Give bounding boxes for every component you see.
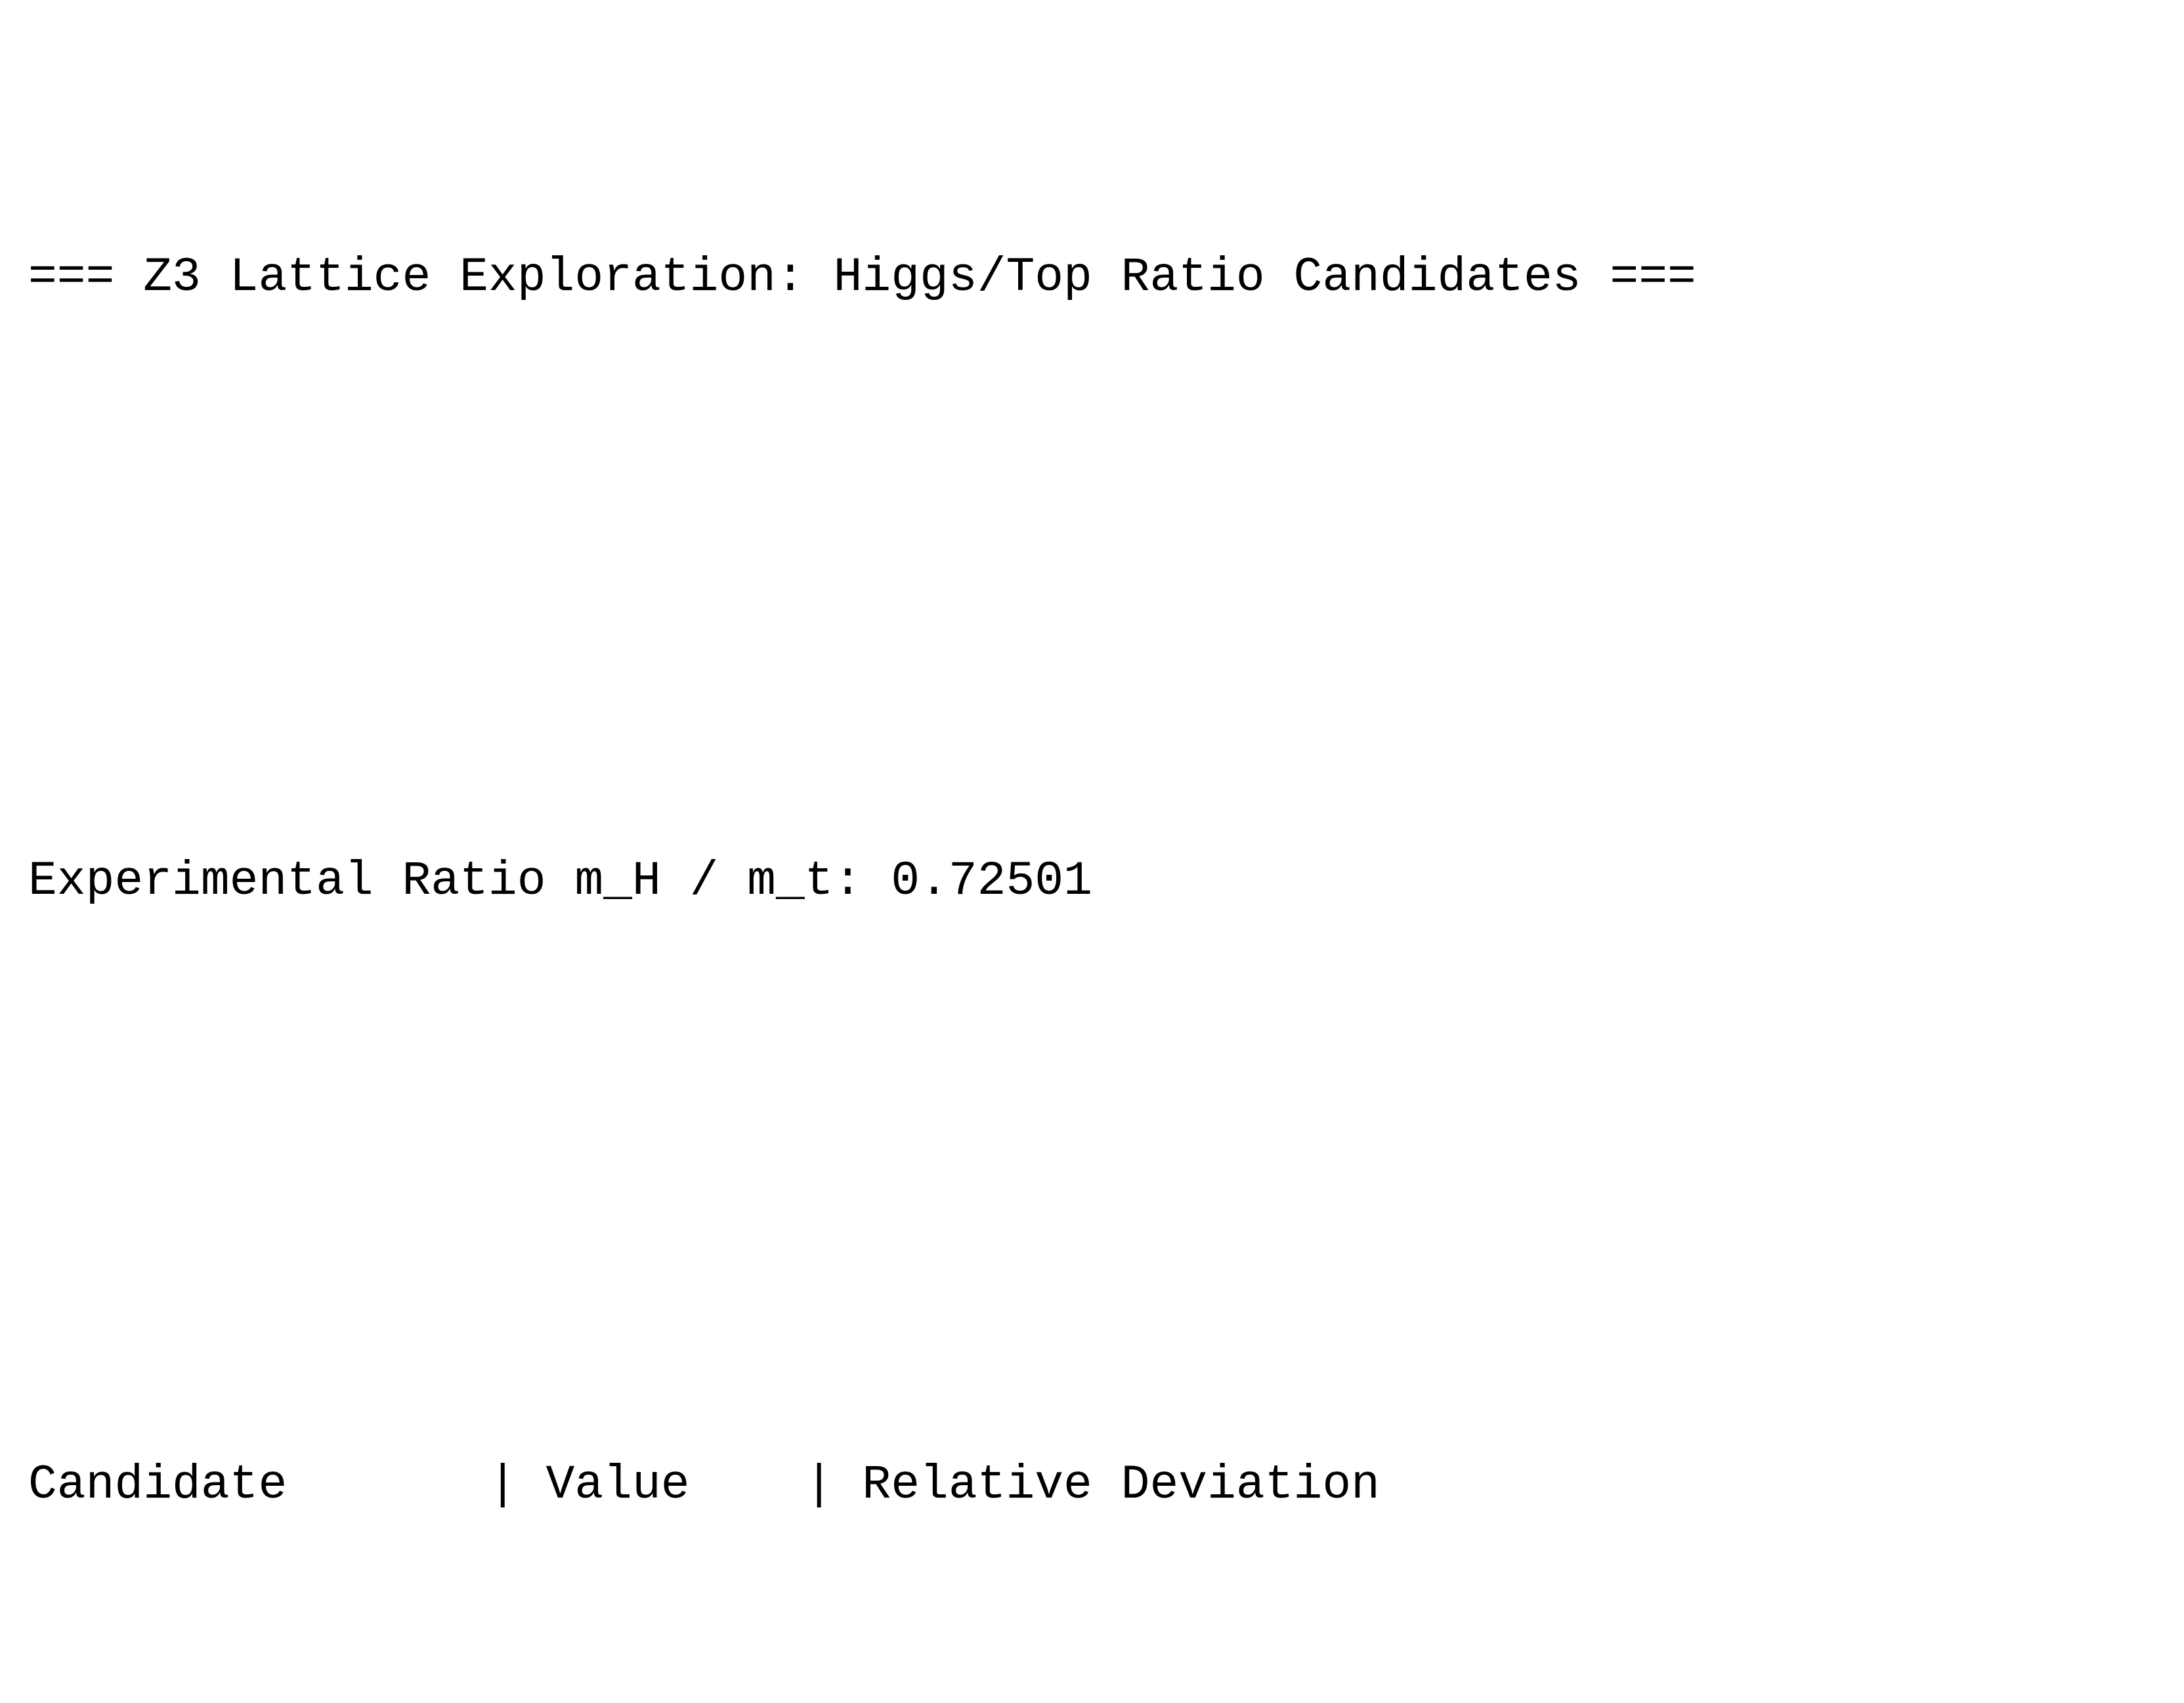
table-header-row: Candidate | Value | Relative Deviation [28,1447,2184,1523]
spacer [862,854,891,908]
header-value: Value [546,1458,690,1512]
program-output: === Z3 Lattice Exploration: Higgs/Top Ra… [28,13,2184,1703]
header-candidate: Candidate [28,1458,288,1512]
title-line: === Z3 Lattice Exploration: Higgs/Top Ra… [28,250,1696,305]
header-deviation: Relative Deviation [862,1458,1380,1512]
column-separator: | [804,1458,863,1512]
column-separator: | [488,1458,546,1512]
experimental-ratio-line: Experimental Ratio m_H / m_t: 0.72501 [28,843,2184,919]
blank-line [28,1145,2184,1221]
experimental-ratio-label: Experimental Ratio m_H / m_t: [28,854,863,908]
blank-line [28,541,2184,617]
experimental-ratio-value: 0.72501 [891,854,1092,908]
